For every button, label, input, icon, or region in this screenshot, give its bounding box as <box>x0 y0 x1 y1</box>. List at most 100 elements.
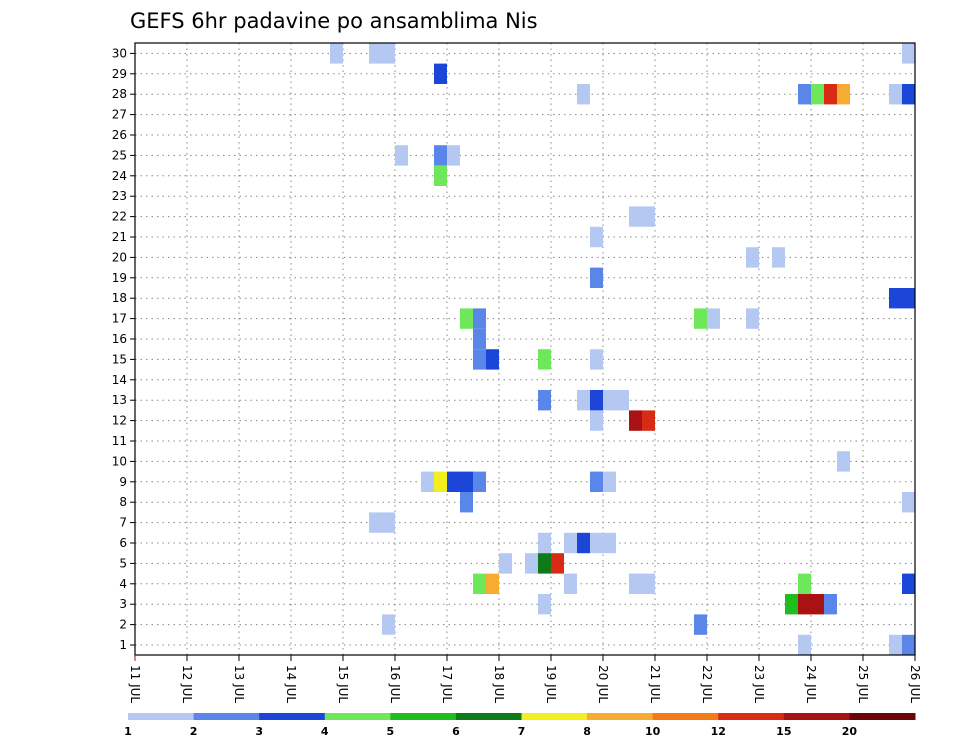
heatmap-cell <box>798 573 811 594</box>
heatmap-cell <box>798 634 811 656</box>
y-tick-label: 6 <box>119 536 127 550</box>
y-tick-label: 21 <box>112 230 127 244</box>
heatmap-cell <box>837 84 850 105</box>
heatmap-cell <box>421 471 434 492</box>
heatmap-cell <box>694 308 707 329</box>
heatmap-cell <box>603 471 616 492</box>
y-tick-label: 22 <box>112 210 127 224</box>
heatmap-cells <box>330 43 915 656</box>
y-tick-label: 30 <box>112 46 127 60</box>
heatmap-cell <box>642 206 655 227</box>
heatmap-cell <box>902 43 915 64</box>
heatmap-cell <box>590 267 603 288</box>
legend-swatch <box>652 713 719 720</box>
heatmap-cell <box>798 594 811 615</box>
heatmap-cell <box>473 573 486 594</box>
legend-label: 10 <box>645 725 661 738</box>
y-tick-label: 25 <box>112 148 127 162</box>
heatmap-cell <box>460 492 473 513</box>
heatmap-cell <box>382 43 395 64</box>
heatmap-cell <box>902 634 915 656</box>
legend-swatch <box>324 713 391 720</box>
y-tick-label: 1 <box>119 638 127 652</box>
heatmap-cell <box>590 390 603 411</box>
heatmap-cell <box>785 594 798 615</box>
heatmap-cell <box>824 594 837 615</box>
heatmap-cell <box>902 573 915 594</box>
heatmap-cell <box>603 390 616 411</box>
legend-label: 1 <box>124 725 132 738</box>
y-tick-label: 12 <box>112 414 127 428</box>
heatmap-cell <box>590 410 603 431</box>
x-tick-label: 17 JUL <box>440 665 454 703</box>
heatmap-cell <box>629 573 642 594</box>
heatmap-cell <box>811 84 824 105</box>
heatmap-cell <box>590 532 603 554</box>
heatmap-cell <box>382 614 395 635</box>
legend-label: 12 <box>711 725 726 738</box>
heatmap-cell <box>434 145 447 166</box>
heatmap-cell <box>434 471 447 492</box>
heatmap-cell <box>616 390 629 411</box>
legend-swatch <box>259 713 326 720</box>
plot-frame <box>134 42 916 656</box>
heatmap-cell <box>798 84 811 105</box>
grid-lines <box>135 43 915 655</box>
y-tick-label: 9 <box>119 475 127 489</box>
legend-label: 4 <box>321 725 329 738</box>
heatmap-cell <box>538 594 551 615</box>
x-tick-label: 26 JUL <box>908 665 922 703</box>
heatmap-cell <box>577 390 590 411</box>
y-tick-label: 20 <box>112 250 127 264</box>
heatmap-cell <box>642 573 655 594</box>
heatmap-cell <box>902 84 915 105</box>
x-tick-label: 19 JUL <box>544 665 558 703</box>
heatmap-cell <box>746 247 759 268</box>
y-tick-label: 14 <box>112 373 127 387</box>
heatmap-cell <box>434 63 447 84</box>
heatmap-cell <box>629 410 642 431</box>
heatmap-cell <box>473 308 486 329</box>
heatmap-cell <box>447 471 460 492</box>
heatmap-cell <box>577 532 590 554</box>
x-tick-label: 14 JUL <box>284 665 298 703</box>
legend-swatch <box>849 713 916 720</box>
y-tick-label: 3 <box>119 597 127 611</box>
x-tick-label: 11 JUL <box>128 665 142 703</box>
heatmap-cell <box>382 512 395 533</box>
y-tick-label: 27 <box>112 108 127 122</box>
y-tick-label: 23 <box>112 189 127 203</box>
heatmap-cell <box>564 532 577 554</box>
legend-label: 6 <box>452 725 460 738</box>
x-tick-label: 25 JUL <box>856 665 870 703</box>
legend-swatch <box>521 713 588 720</box>
heatmap-cell <box>590 349 603 370</box>
legend-swatch <box>718 713 785 720</box>
y-tick-label: 28 <box>112 87 127 101</box>
legend-swatch <box>390 713 457 720</box>
y-tick-label: 11 <box>112 434 127 448</box>
y-tick-label: 7 <box>119 516 127 530</box>
heatmap-cell <box>551 553 564 574</box>
heatmap-cell <box>460 308 473 329</box>
x-tick-label: 21 JUL <box>648 665 662 703</box>
heatmap-cell <box>434 165 447 186</box>
legend-swatch <box>587 713 654 720</box>
heatmap-cell <box>694 614 707 635</box>
legend-label: 2 <box>190 725 198 738</box>
y-tick-label: 10 <box>112 454 127 468</box>
x-tick-label: 18 JUL <box>492 665 506 703</box>
y-tick-label: 13 <box>112 393 127 407</box>
heatmap-cell <box>889 288 902 309</box>
color-legend: 1 2 3 4 5 6 7 8 10 12 15 20 <box>124 713 916 738</box>
heatmap-cell <box>642 410 655 431</box>
heatmap-cell <box>590 471 603 492</box>
heatmap-cell <box>538 390 551 411</box>
heatmap-cell <box>772 247 785 268</box>
y-tick-label: 16 <box>112 332 127 346</box>
heatmap-cell <box>902 288 915 309</box>
legend-swatch <box>783 713 850 720</box>
legend-label: 3 <box>255 725 263 738</box>
heatmap-cell <box>525 553 538 574</box>
heatmap-cell <box>564 573 577 594</box>
